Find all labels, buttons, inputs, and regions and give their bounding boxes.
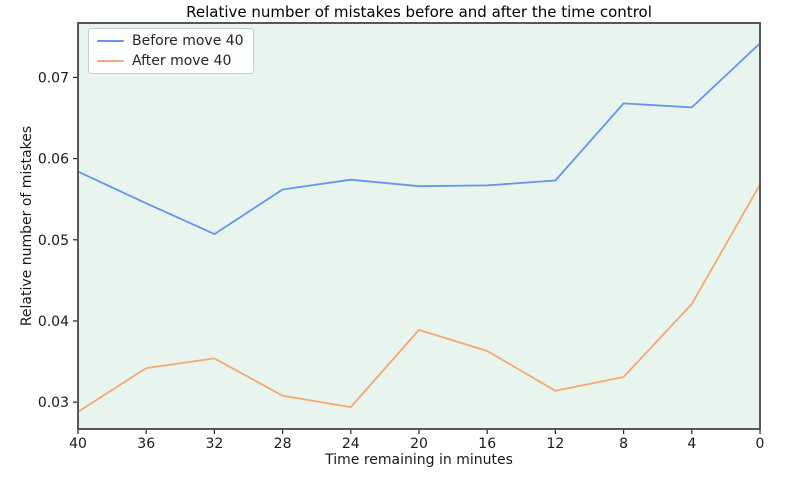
y-tick-label: 0.04 [38, 314, 69, 330]
y-tick-label: 0.07 [38, 70, 69, 86]
x-tick-label: 20 [410, 436, 428, 452]
legend-item-before-move-40: Before move 40 [97, 34, 244, 48]
x-axis-label: Time remaining in minutes [324, 452, 513, 468]
x-tick-label: 28 [274, 436, 292, 452]
x-tick-label: 0 [756, 436, 765, 452]
plot-background [78, 23, 760, 429]
axes-frame [77, 22, 761, 430]
line-after-move-40 [77, 183, 761, 413]
line-before-move-40 [77, 42, 761, 236]
chart-title: Relative number of mistakes before and a… [186, 3, 652, 21]
x-tick-label: 8 [619, 436, 628, 452]
y-tick-label: 0.05 [38, 233, 69, 249]
y-tick-label: 0.06 [38, 152, 69, 168]
y-axis-label: Relative number of mistakes [19, 126, 35, 326]
x-tick-label: 32 [205, 436, 223, 452]
x-tick-label: 36 [137, 436, 155, 452]
legend-label-before: Before move 40 [132, 33, 244, 49]
x-tick-label: 4 [687, 436, 696, 452]
x-tick-label: 16 [478, 436, 496, 452]
x-tick-label: 12 [546, 436, 564, 452]
legend-item-after-move-40: After move 40 [97, 54, 244, 68]
legend-line-sample-after [97, 60, 124, 62]
legend: Before move 40 After move 40 [88, 28, 254, 74]
legend-label-after: After move 40 [132, 53, 232, 69]
y-tick-label: 0.03 [38, 395, 69, 411]
legend-line-sample-before [97, 40, 124, 42]
x-tick-label: 40 [69, 436, 87, 452]
x-tick-label: 24 [342, 436, 360, 452]
